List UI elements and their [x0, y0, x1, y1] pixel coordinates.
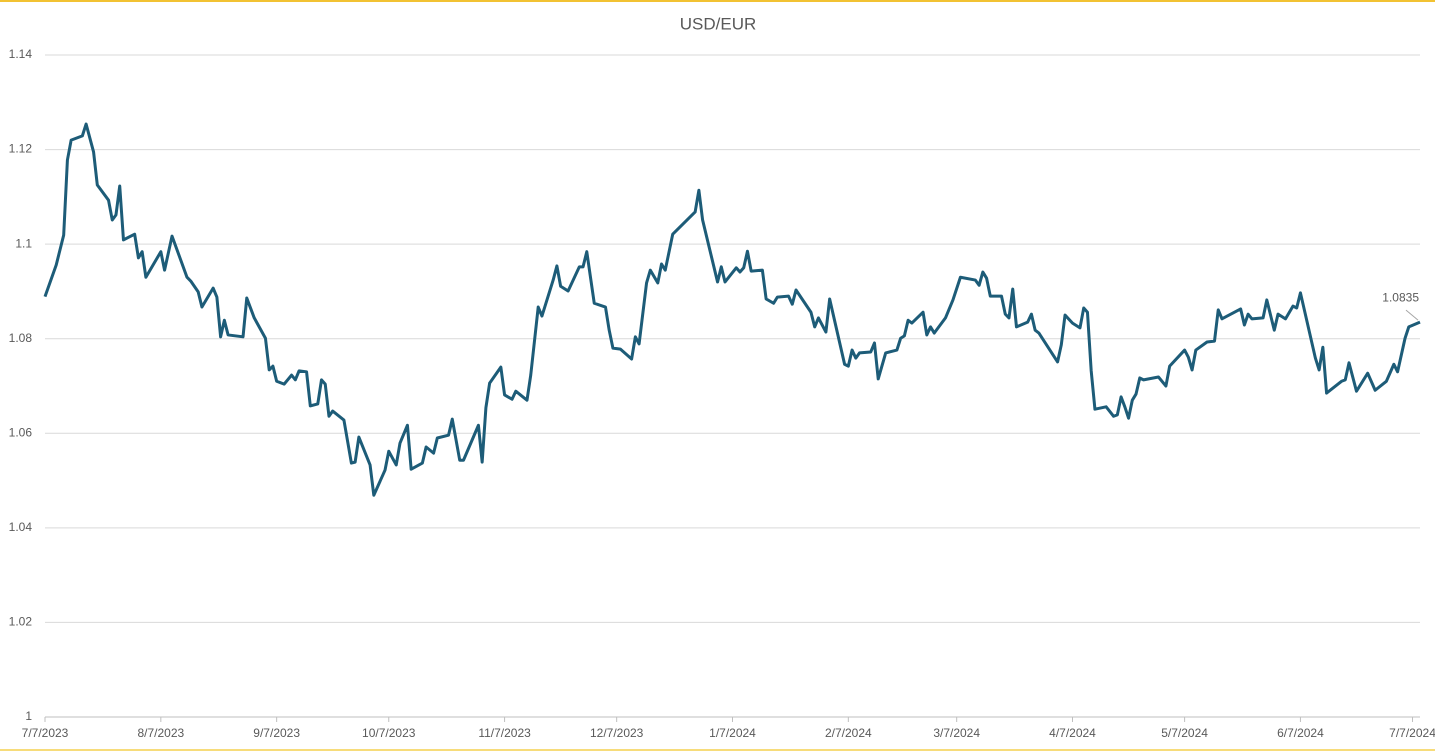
annotation-leader — [1405, 309, 1419, 321]
annotation: 1.0835 — [1382, 290, 1419, 304]
x-tick-label: 2/7/2024 — [825, 726, 872, 740]
bottom-border — [0, 749, 1435, 751]
y-tick-label: 1.12 — [9, 142, 33, 156]
x-tick-label: 6/7/2024 — [1277, 726, 1324, 740]
x-tick-label: 1/7/2024 — [709, 726, 756, 740]
x-tick-label: 11/7/2023 — [478, 726, 531, 740]
x-tick-label: 3/7/2024 — [933, 726, 980, 740]
x-tick-label: 4/7/2024 — [1049, 726, 1096, 740]
y-tick-label: 1.04 — [9, 520, 33, 534]
x-tick-label: 7/7/2023 — [22, 726, 69, 740]
y-tick-label: 1.06 — [9, 425, 33, 439]
x-tick-label: 10/7/2023 — [362, 726, 416, 740]
y-tick-label: 1.08 — [9, 331, 33, 345]
x-tick-label: 12/7/2023 — [590, 726, 644, 740]
chart-title: USD/EUR — [680, 14, 757, 33]
x-tick-label: 5/7/2024 — [1161, 726, 1208, 740]
x-tick-label: 9/7/2023 — [253, 726, 300, 740]
top-border — [0, 0, 1435, 2]
y-tick-label: 1 — [25, 709, 32, 723]
y-tick-label: 1.02 — [9, 615, 33, 629]
x-tick-label: 7/7/2024 — [1389, 726, 1435, 740]
y-tick-label: 1.1 — [15, 236, 32, 250]
y-tick-label: 1.14 — [9, 47, 33, 61]
price-line — [43, 122, 1421, 497]
x-tick-label: 8/7/2023 — [137, 726, 184, 740]
